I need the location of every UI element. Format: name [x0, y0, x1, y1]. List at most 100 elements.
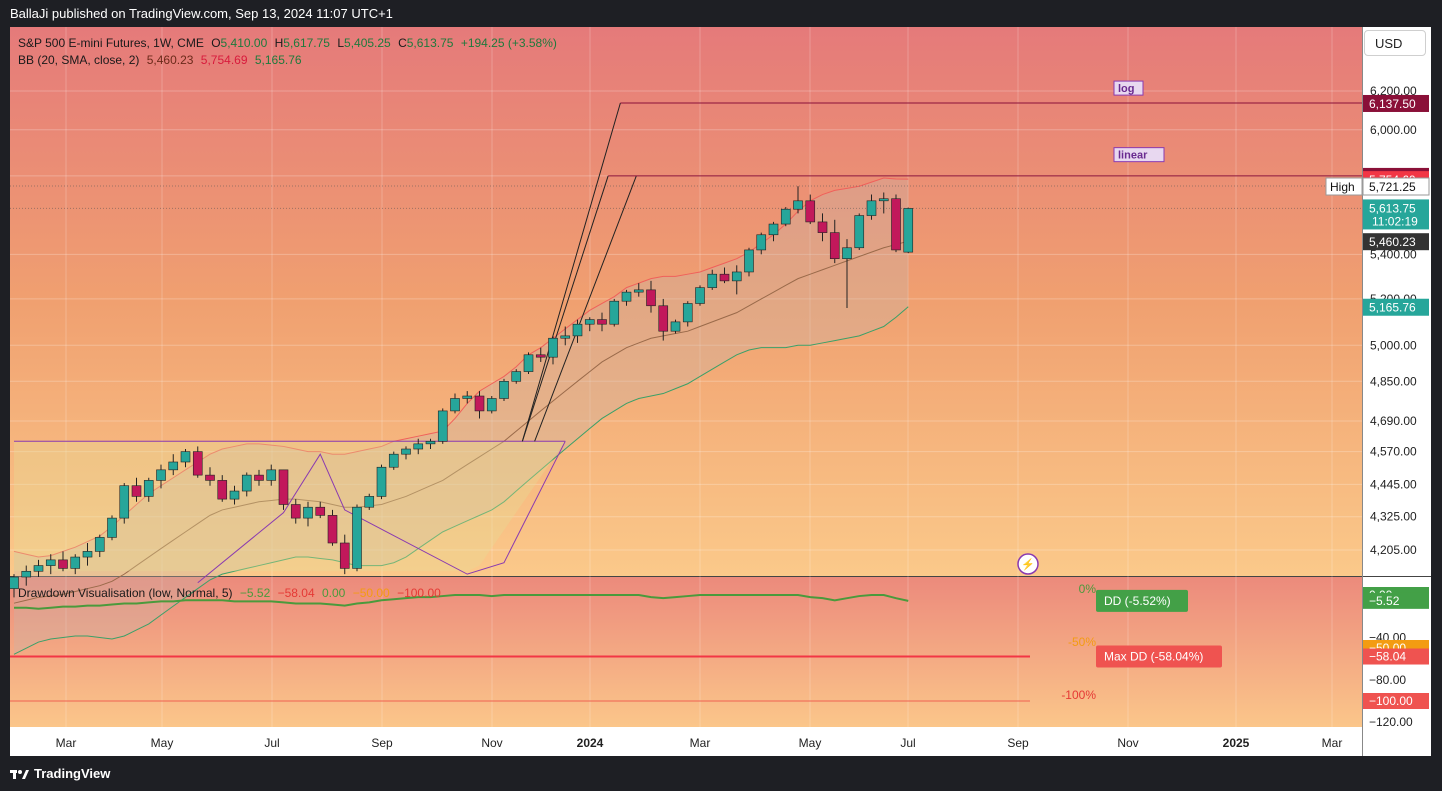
- candle-body: [168, 461, 179, 471]
- candle-body: [756, 234, 767, 251]
- price-axis-bg: [1362, 27, 1431, 756]
- candle-body: [805, 200, 816, 223]
- time-tick-label: Nov: [1117, 736, 1138, 750]
- dd-axis-label: −5.52: [1369, 594, 1400, 608]
- price-tick-label: 4,325.00: [1370, 510, 1417, 524]
- candle-body: [303, 506, 313, 519]
- dd-axis-label: −100.00: [1369, 694, 1413, 708]
- price-axis-label-box: [1362, 177, 1430, 196]
- candle-body: [229, 490, 240, 500]
- high-label: H: [274, 36, 284, 50]
- main-pane-bg: [10, 27, 1362, 576]
- candle-body: [621, 291, 632, 302]
- candle-body: [780, 208, 791, 225]
- candle-body: [584, 319, 595, 325]
- candle-body: [744, 249, 754, 273]
- time-tick-label: Jul: [900, 736, 915, 750]
- dd-line: [14, 594, 909, 610]
- price-axis-label-box: [1363, 233, 1429, 251]
- dd-tag-label: DD (-5.52%): [1104, 594, 1171, 608]
- price-tick-label: 5,000.00: [1370, 338, 1417, 352]
- candle-body: [180, 451, 191, 463]
- bb-basis-line: [13, 240, 909, 604]
- candle-body: [535, 354, 546, 358]
- candle-body: [646, 289, 656, 307]
- candle-body: [388, 453, 399, 468]
- candle-body: [829, 232, 840, 260]
- main-legend: S&P 500 E-mini Futures, 1W, CME O5,410.0…: [18, 36, 561, 50]
- dd-v3: 0.00: [321, 586, 346, 600]
- candle-body: [131, 485, 142, 497]
- candle-body: [670, 321, 681, 332]
- time-tick-label: 2025: [1223, 736, 1250, 750]
- projection-tag-label: log: [1118, 83, 1135, 95]
- high-tag-label: High: [1330, 180, 1355, 194]
- publisher-header: BallaJi published on TradingView.com, Se…: [10, 6, 393, 21]
- footer-brand-label: TradingView: [34, 766, 111, 781]
- candle-body: [94, 537, 105, 552]
- price-chart-svg[interactable]: log linear 0% -50% -100% DD (-5.52%) Max DD (…: [10, 27, 1431, 756]
- candle-body: [462, 395, 473, 399]
- candle-body: [548, 337, 558, 358]
- high-value: 5,617.75: [283, 36, 330, 50]
- dd-axis-label-box: [1363, 592, 1429, 609]
- candle-body: [682, 303, 693, 323]
- dd-v5: −100.00: [397, 586, 441, 600]
- candle-body: [609, 300, 620, 325]
- candle-body: [119, 485, 130, 519]
- candle-body: [560, 335, 571, 339]
- dd-axis-label: −120.00: [1369, 715, 1413, 729]
- time-tick-label: Mar: [1322, 736, 1343, 750]
- price-axis-label: 6,137.50: [1369, 97, 1416, 111]
- candle-body: [192, 451, 203, 476]
- candle-body: [793, 200, 803, 210]
- candle-body: [891, 198, 901, 251]
- dd-v2: −58.04: [277, 586, 315, 600]
- dd-legend: Drawdown Visualisation (low, Normal, 5) …: [18, 586, 445, 600]
- lightning-alert-icon[interactable]: [1017, 553, 1039, 575]
- candle-body: [352, 506, 362, 569]
- dd-axis-label: −80.00: [1369, 673, 1406, 687]
- bb-label: BB (20, SMA, close, 2): [18, 53, 140, 67]
- dd-v1: −5.52: [239, 586, 271, 600]
- candle-body: [658, 305, 669, 332]
- candle-body: [707, 273, 718, 288]
- symbol-label: S&P 500 E-mini Futures, 1W, CME: [18, 36, 204, 50]
- bb-lower: 5,165.76: [254, 53, 302, 67]
- candle-body: [290, 504, 301, 519]
- candle-body: [511, 371, 522, 382]
- candle-body: [866, 200, 877, 216]
- time-tick-label: May: [151, 736, 174, 750]
- candle-body: [156, 469, 166, 481]
- chart-frame[interactable]: log linear 0% -50% -100% DD (-5.52%) Max DD (…: [10, 27, 1431, 756]
- candle-body: [241, 474, 252, 492]
- candle-body: [376, 466, 387, 497]
- candle-body: [903, 208, 914, 253]
- low-label: L: [337, 36, 345, 50]
- candle-body: [719, 273, 730, 282]
- currency-button[interactable]: USD: [1364, 30, 1426, 56]
- bb-upper: 5,754.69: [200, 53, 248, 67]
- price-tick-label: 6,000.00: [1370, 123, 1417, 137]
- candle-body: [486, 398, 497, 412]
- bb-fill: [14, 178, 909, 655]
- dd-label: Drawdown Visualisation (low, Normal, 5): [18, 586, 233, 600]
- dd-axis-label-box: [1363, 693, 1429, 709]
- lightning-alert-glyph: ⚡: [1021, 558, 1035, 571]
- candle-body: [10, 576, 19, 589]
- maxdd-tag-label: Max DD (-58.04%): [1104, 650, 1203, 664]
- time-tick-label: Jul: [264, 736, 279, 750]
- candle-body: [254, 474, 264, 481]
- footer-brand: TradingView: [10, 766, 110, 781]
- price-axis-label-box: [1363, 199, 1429, 230]
- candle-body: [450, 398, 460, 412]
- log-projection-line: [521, 102, 621, 442]
- price-tick-label: 4,850.00: [1370, 374, 1417, 388]
- time-tick-label: Nov: [481, 736, 502, 750]
- candle-body: [437, 410, 448, 442]
- linear-projection-line: [521, 175, 609, 442]
- dd-level-label: -50%: [1068, 635, 1096, 649]
- price-tick-label: 4,570.00: [1370, 445, 1417, 459]
- pattern-zone: [14, 441, 566, 572]
- candle-body: [364, 496, 375, 508]
